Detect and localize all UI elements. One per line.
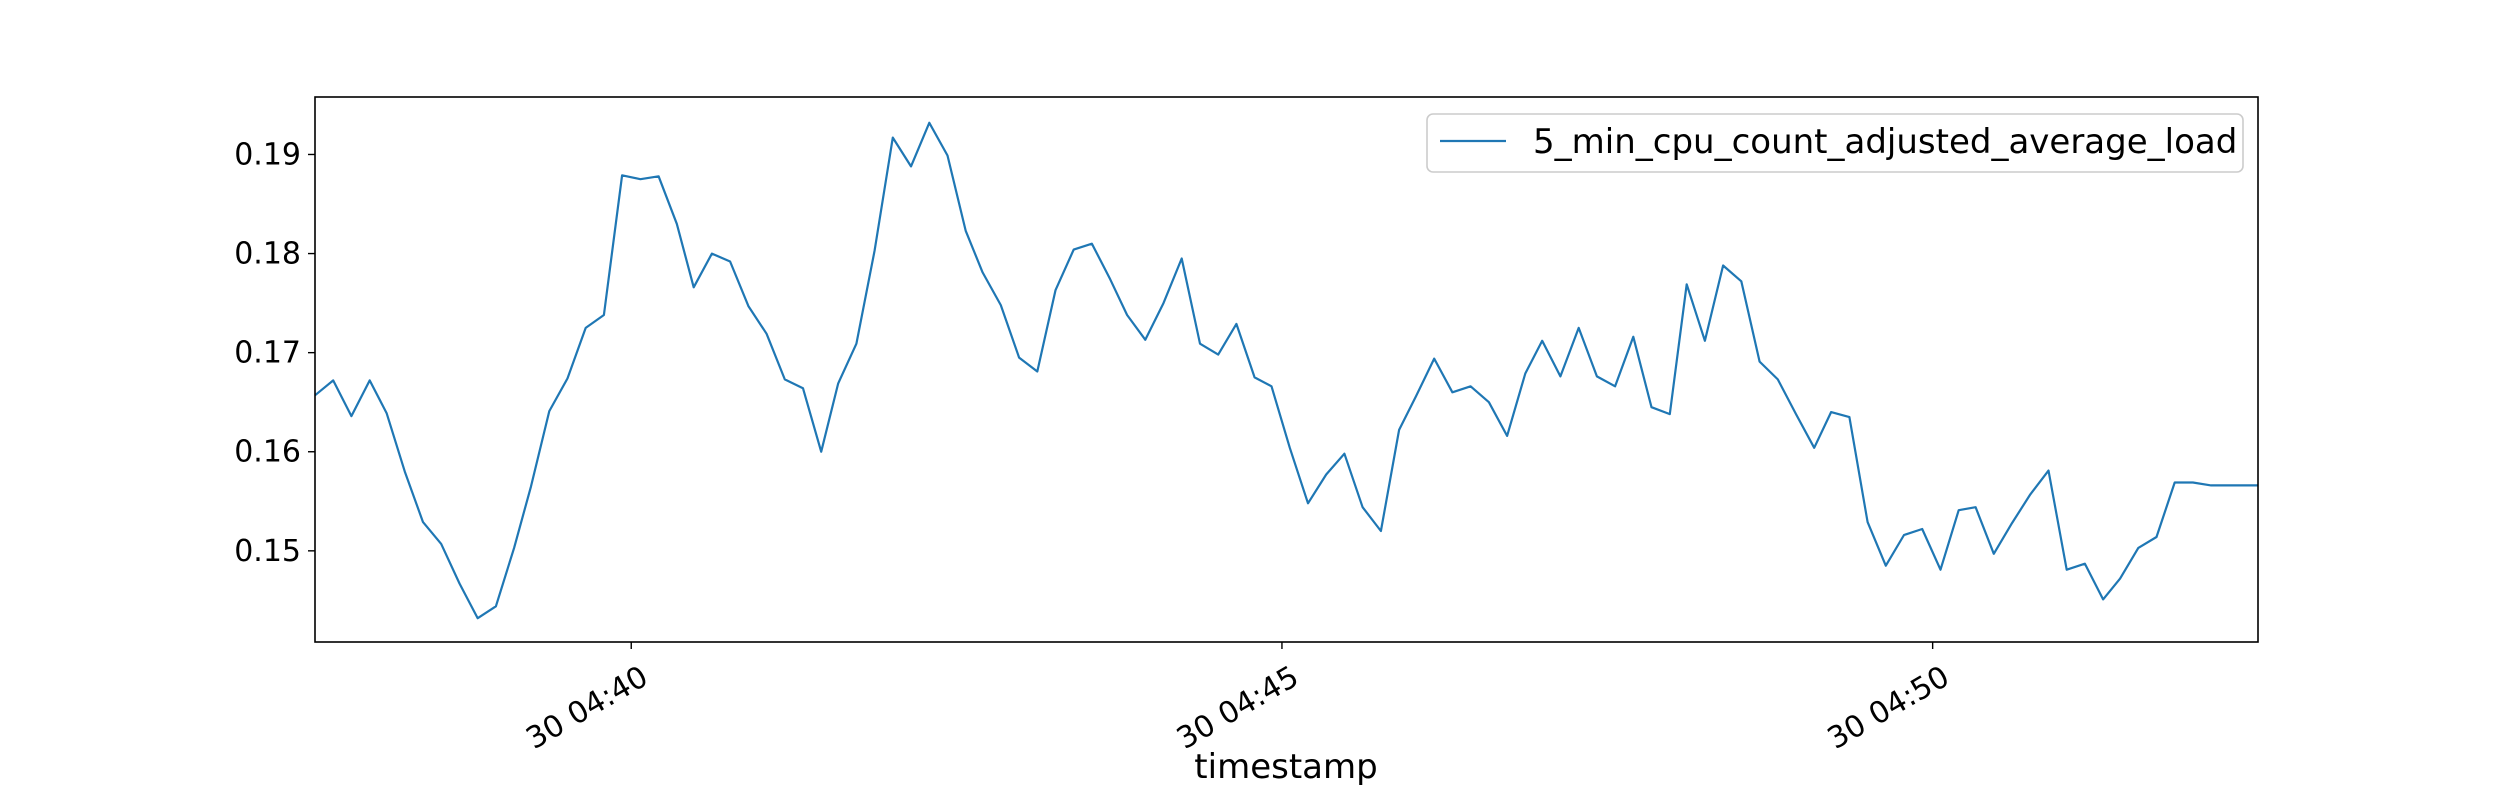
y-tick-label: 0.17 <box>234 336 301 371</box>
plot-area-frame <box>314 96 2259 643</box>
y-tick-label: 0.16 <box>234 435 301 470</box>
y-tick-label: 0.15 <box>234 534 301 569</box>
legend: 5_min_cpu_count_adjusted_average_load <box>1426 113 2244 173</box>
x-axis-label: timestamp <box>1194 747 1377 787</box>
y-tick-label: 0.19 <box>234 137 301 172</box>
x-tick-label: 30 04:45 <box>1171 659 1305 756</box>
legend-entry-label: 5_min_cpu_count_adjusted_average_load <box>1533 122 2237 162</box>
x-tick-label: 30 04:50 <box>1822 659 1956 756</box>
x-tick-label: 30 04:40 <box>520 659 654 756</box>
y-axis: 0.15 0.16 0.17 0.18 0.19 <box>234 137 315 569</box>
x-axis: 30 04:40 30 04:45 30 04:50 <box>520 642 1955 757</box>
series-line-0 <box>314 121 2258 620</box>
legend-box <box>1426 113 2244 173</box>
y-tick-label: 0.18 <box>234 237 301 272</box>
series-layer <box>314 121 2258 620</box>
